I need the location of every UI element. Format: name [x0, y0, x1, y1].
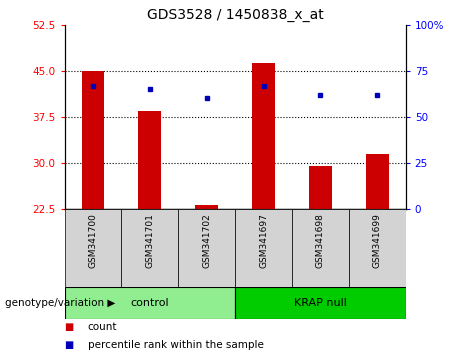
Text: percentile rank within the sample: percentile rank within the sample	[88, 340, 264, 350]
Bar	[252, 63, 275, 209]
Text: GSM341697: GSM341697	[259, 213, 268, 268]
Text: genotype/variation ▶: genotype/variation ▶	[5, 298, 115, 308]
Text: ■: ■	[65, 340, 74, 350]
Text: ■: ■	[65, 322, 74, 332]
Bar	[121, 209, 178, 287]
Title: GDS3528 / 1450838_x_at: GDS3528 / 1450838_x_at	[147, 8, 324, 22]
Text: control: control	[130, 298, 169, 308]
Bar	[82, 71, 104, 209]
Text: GSM341702: GSM341702	[202, 213, 211, 268]
Text: GSM341698: GSM341698	[316, 213, 325, 268]
Text: GSM341700: GSM341700	[89, 213, 97, 268]
Bar	[178, 209, 235, 287]
Text: count: count	[88, 322, 117, 332]
Bar	[65, 287, 235, 319]
Bar	[292, 209, 349, 287]
Bar	[235, 287, 406, 319]
Bar	[309, 166, 332, 209]
Bar	[65, 209, 121, 287]
Text: GSM341701: GSM341701	[145, 213, 154, 268]
Bar	[366, 154, 389, 209]
Text: GSM341699: GSM341699	[373, 213, 382, 268]
Bar	[195, 205, 218, 209]
Bar	[138, 111, 161, 209]
Bar	[235, 209, 292, 287]
Bar	[349, 209, 406, 287]
Text: KRAP null: KRAP null	[294, 298, 347, 308]
